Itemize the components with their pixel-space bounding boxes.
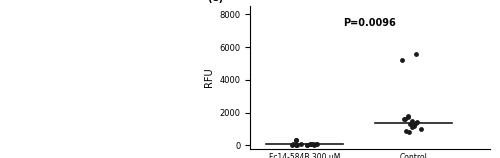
Point bbox=[408, 126, 416, 129]
Y-axis label: RFU: RFU bbox=[204, 68, 214, 87]
Point bbox=[292, 143, 300, 145]
Point bbox=[313, 143, 321, 146]
Point bbox=[303, 143, 311, 146]
Point bbox=[412, 122, 420, 125]
Point bbox=[306, 143, 314, 146]
Point bbox=[401, 118, 409, 120]
Point bbox=[303, 143, 311, 146]
Point bbox=[404, 115, 412, 117]
Point bbox=[309, 143, 317, 146]
Point bbox=[412, 52, 420, 55]
Point bbox=[292, 143, 300, 146]
Point bbox=[400, 118, 408, 120]
Text: P=0.0096: P=0.0096 bbox=[344, 18, 396, 28]
Point bbox=[298, 143, 306, 146]
Point bbox=[410, 124, 418, 127]
Point bbox=[306, 143, 314, 146]
Point bbox=[310, 143, 318, 146]
Point bbox=[402, 129, 410, 132]
Point bbox=[406, 123, 414, 125]
Point bbox=[289, 143, 297, 146]
Text: (C): (C) bbox=[207, 0, 223, 3]
Point bbox=[412, 121, 420, 124]
Point bbox=[410, 124, 418, 126]
Point bbox=[288, 144, 296, 146]
Text: (A): (A) bbox=[6, 5, 22, 15]
Text: Control: Control bbox=[3, 64, 12, 94]
Point bbox=[398, 59, 406, 61]
Point bbox=[408, 119, 416, 122]
Point bbox=[292, 139, 300, 142]
Point bbox=[417, 128, 425, 130]
Text: (B): (B) bbox=[153, 5, 170, 15]
Point bbox=[404, 131, 412, 134]
Point bbox=[312, 143, 320, 145]
Point bbox=[292, 138, 300, 141]
Text: Fc14-584B 300 μM: Fc14-584B 300 μM bbox=[155, 43, 164, 115]
Point bbox=[404, 116, 412, 119]
Point bbox=[293, 143, 301, 146]
